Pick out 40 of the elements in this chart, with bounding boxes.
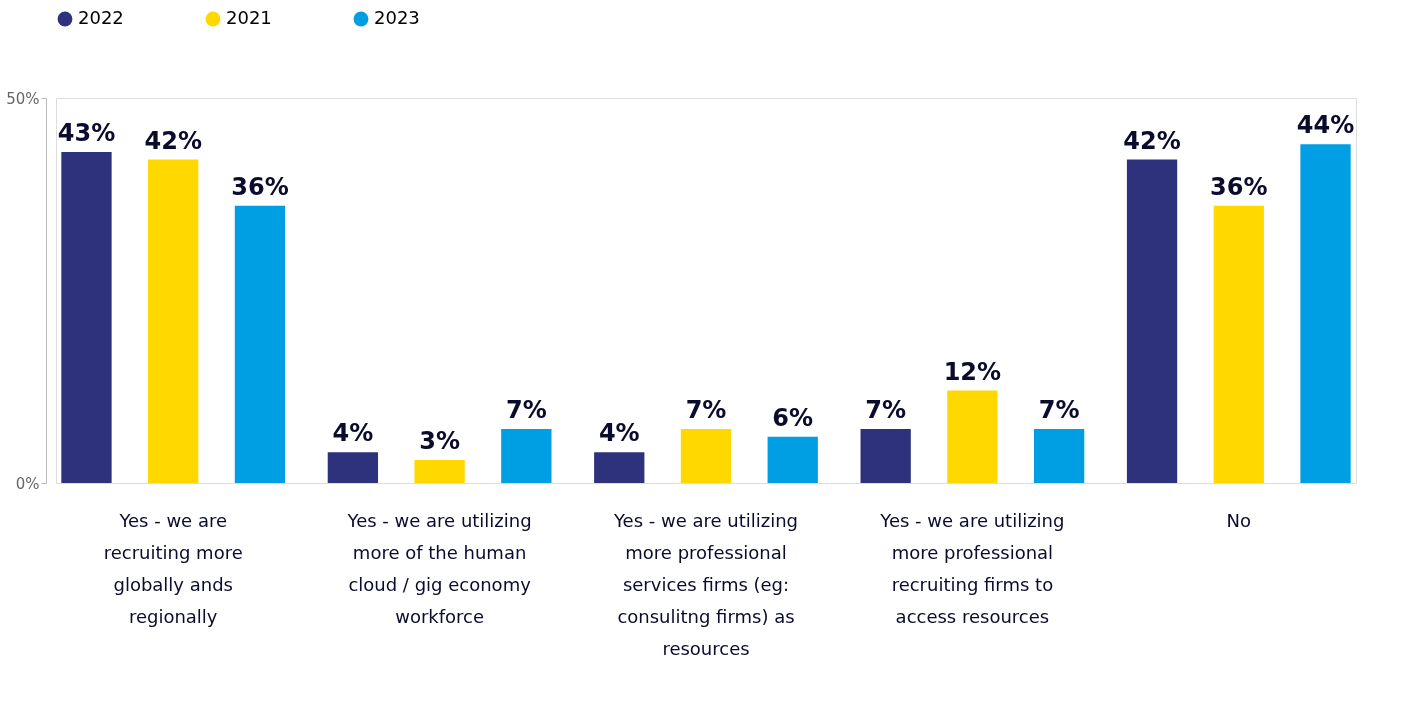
data-label: 4%	[598, 419, 640, 448]
data-label: 7%	[505, 396, 547, 425]
legend-label: 2021	[226, 7, 272, 28]
data-label: 43%	[57, 118, 116, 147]
bar	[327, 452, 379, 483]
legend-label: 2023	[374, 7, 420, 28]
bar	[594, 452, 645, 483]
data-label: 3%	[419, 426, 460, 455]
data-label: 7%	[865, 396, 907, 425]
data-label: 7%	[1038, 396, 1080, 425]
legend-label: 2022	[78, 7, 124, 28]
x-tick-label: No	[1226, 510, 1252, 531]
bar	[501, 429, 552, 483]
x-tick-label: Yes - we are utilizing more of the human cloud / gig economy workforce	[346, 510, 532, 627]
data-label: 7%	[685, 396, 727, 425]
data-label: 6%	[772, 403, 814, 432]
bar	[947, 390, 998, 483]
x-tick-label: Yes - we are recruiting more globally ands regionally	[103, 510, 243, 627]
data-label: 4%	[332, 419, 374, 448]
bar	[61, 151, 112, 483]
x-tick-label: Yes - we are utilizing more professional recruiting firms to access resources	[879, 510, 1065, 627]
bar	[234, 205, 286, 483]
data-label: 12%	[943, 357, 1002, 386]
bar	[767, 436, 818, 483]
data-label: 36%	[231, 172, 289, 201]
y-tick-label: 0%	[15, 474, 40, 493]
bar	[1126, 159, 1178, 483]
bar	[148, 159, 199, 483]
bar	[1033, 429, 1085, 483]
data-label: 42%	[1123, 126, 1181, 155]
bar	[680, 429, 732, 483]
bar	[1213, 205, 1264, 483]
data-label: 42%	[144, 126, 202, 155]
data-label: 44%	[1296, 111, 1355, 140]
bar	[1300, 144, 1351, 483]
bar	[414, 459, 465, 483]
data-label: 36%	[1210, 172, 1268, 201]
x-tick-label: Yes - we are utilizing more professional services firms (eg: consulitng firms) as resources	[612, 510, 799, 659]
y-tick-label: 50%	[6, 89, 40, 108]
bar	[860, 429, 911, 483]
